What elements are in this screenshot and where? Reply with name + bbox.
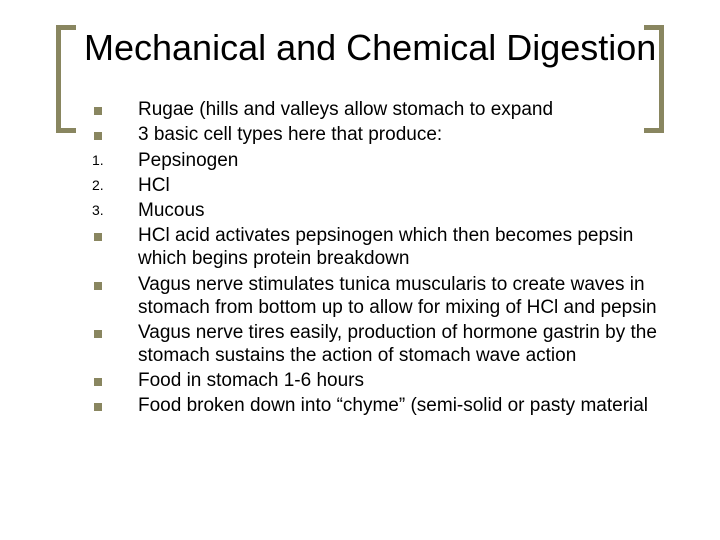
list-number: 1. bbox=[92, 149, 138, 168]
slide-title: Mechanical and Chemical Digestion bbox=[84, 28, 670, 68]
list-item-text: 3 basic cell types here that produce: bbox=[138, 123, 670, 146]
slide: Mechanical and Chemical Digestion Rugae … bbox=[0, 0, 720, 540]
bullet-icon bbox=[92, 98, 138, 118]
bullet-icon bbox=[92, 321, 138, 341]
bullet-icon bbox=[92, 273, 138, 293]
list-item: Vagus nerve stimulates tunica muscularis… bbox=[92, 273, 670, 319]
list-item: HCl acid activates pepsinogen which then… bbox=[92, 224, 670, 270]
list-item: Food broken down into “chyme” (semi-soli… bbox=[92, 394, 670, 417]
list-item: 3. Mucous bbox=[92, 199, 670, 222]
slide-body: Rugae (hills and valleys allow stomach t… bbox=[84, 98, 670, 417]
list-item: Rugae (hills and valleys allow stomach t… bbox=[92, 98, 670, 121]
list-item: 2. HCl bbox=[92, 174, 670, 197]
title-bracket-right bbox=[644, 25, 664, 133]
bullet-icon bbox=[92, 224, 138, 244]
list-number: 3. bbox=[92, 199, 138, 218]
list-item-text: Food broken down into “chyme” (semi-soli… bbox=[138, 394, 670, 417]
list-item: Vagus nerve tires easily, production of … bbox=[92, 321, 670, 367]
list-item-text: Vagus nerve tires easily, production of … bbox=[138, 321, 670, 367]
list-number: 2. bbox=[92, 174, 138, 193]
list-item-text: HCl bbox=[138, 174, 670, 197]
list-item-text: HCl acid activates pepsinogen which then… bbox=[138, 224, 670, 270]
list-item-text: Mucous bbox=[138, 199, 670, 222]
list-item: 1. Pepsinogen bbox=[92, 149, 670, 172]
bullet-icon bbox=[92, 394, 138, 414]
bullet-icon bbox=[92, 123, 138, 143]
list-item: Food in stomach 1-6 hours bbox=[92, 369, 670, 392]
bullet-icon bbox=[92, 369, 138, 389]
list-item-text: Food in stomach 1-6 hours bbox=[138, 369, 670, 392]
list-item: 3 basic cell types here that produce: bbox=[92, 123, 670, 146]
list-item-text: Vagus nerve stimulates tunica muscularis… bbox=[138, 273, 670, 319]
list-item-text: Pepsinogen bbox=[138, 149, 670, 172]
title-bracket-left bbox=[56, 25, 76, 133]
list-item-text: Rugae (hills and valleys allow stomach t… bbox=[138, 98, 670, 121]
